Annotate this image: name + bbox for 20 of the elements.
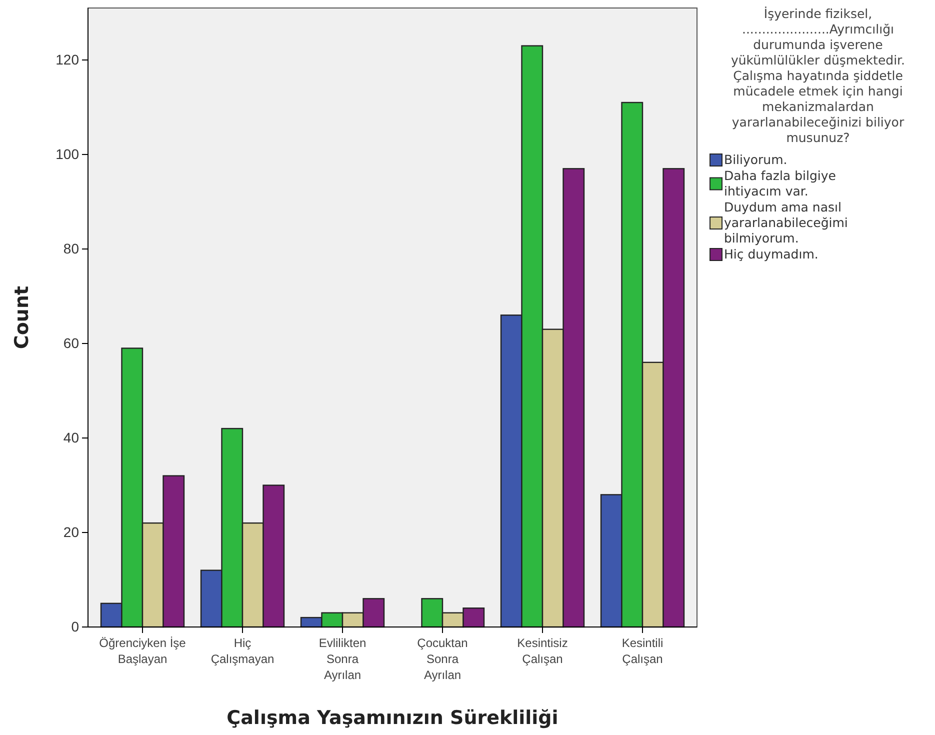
- legend-label: Hiç duymadım.: [724, 246, 818, 262]
- legend-label: Daha fazla bilgiye ihtiyacım var.: [724, 168, 836, 198]
- x-tick-label: Evlilikten Sonra Ayrılan: [318, 636, 366, 682]
- x-tick-label: Çocuktan Sonra Ayrılan: [417, 636, 468, 682]
- y-tick-label: 80: [63, 240, 80, 256]
- x-tick-label: Hiç Çalışmayan: [210, 636, 274, 666]
- y-tick-label: 100: [56, 146, 80, 162]
- legend-label: Duydum ama nasıl yararlanabileceğimi bilmiyorum.: [724, 200, 848, 246]
- x-tick-label: Kesintisiz Çalışan: [517, 636, 568, 666]
- y-tick-label: 60: [63, 334, 80, 351]
- x-tick-label: Öğrenciyken İşe Başlayan: [99, 636, 186, 666]
- legend-label: Biliyorum.: [724, 152, 788, 167]
- x-tick-label: Kesintili Çalışan: [622, 636, 664, 666]
- x-axis-title: Çalışma Yaşamınızın Sürekliliği: [226, 707, 558, 729]
- y-tick-label: 20: [63, 524, 80, 540]
- y-tick-label: 0: [71, 618, 80, 634]
- text: İşyerinde fiziksel, ......................Ayrımcılığı durumunda işverene yükümlülükler düşmektedir. Çalışma hayatında şiddetle mücadele etmek için hangi mekanizmalardan yararlanabileceğinizi biliyor musunuz?: [730, 6, 906, 145]
- y-tick-label: 120: [56, 51, 80, 68]
- y-tick-label: 40: [63, 429, 80, 446]
- y-axis-title: Count: [11, 286, 33, 350]
